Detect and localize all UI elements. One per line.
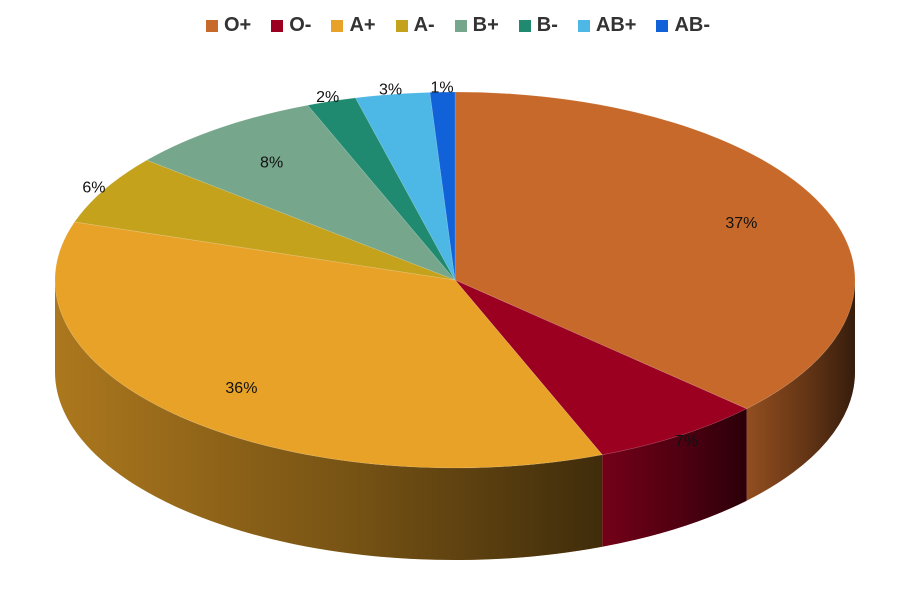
legend-item-bpos: B+ xyxy=(454,14,499,37)
legend-label: A- xyxy=(413,14,435,36)
pie-slice-A+ xyxy=(54,221,603,469)
legend-swatch xyxy=(656,19,669,32)
legend-swatch xyxy=(577,19,590,32)
pie-slice-AB+ xyxy=(354,91,456,281)
legend-label: O- xyxy=(289,14,312,36)
legend-item-aneg: A- xyxy=(395,14,435,37)
slice-label-B-: 2% xyxy=(316,89,339,106)
slice-label-O+: 37% xyxy=(725,215,757,232)
slice-label-B+: 8% xyxy=(260,154,283,171)
legend-label: AB- xyxy=(674,14,711,36)
legend-label: B- xyxy=(536,14,558,36)
chart-legend: O+ O- A+ A- B+ B- AB+ AB- xyxy=(0,14,916,37)
legend-swatch xyxy=(395,19,408,32)
slice-label-O-: 7% xyxy=(675,433,698,450)
legend-item-oneg: O- xyxy=(271,14,311,37)
legend-item-bneg: B- xyxy=(518,14,558,37)
legend-swatch xyxy=(454,19,467,32)
legend-label: O+ xyxy=(223,14,252,36)
pie-slice-A- xyxy=(73,159,456,281)
pie-slices xyxy=(54,91,856,469)
pie-labels: 37% 7% 36% 6% 8% 2% 3% 1% xyxy=(82,79,757,450)
pie-slice-B+ xyxy=(145,104,456,281)
pie-slice-AB- xyxy=(429,91,456,281)
legend-label: B+ xyxy=(472,14,499,36)
slice-label-AB-: 1% xyxy=(430,79,453,96)
legend-item-apos: A+ xyxy=(331,14,376,37)
pie-slice-B- xyxy=(307,97,456,281)
slice-side-shade-1 xyxy=(602,408,747,547)
pie-slice-O- xyxy=(454,279,748,456)
slice-side-shade-0 xyxy=(746,280,855,501)
slice-label-A-: 6% xyxy=(82,180,105,197)
legend-label: AB+ xyxy=(595,14,637,36)
legend-label: A+ xyxy=(349,14,376,36)
slice-label-A+: 36% xyxy=(225,380,257,397)
slice-side-shade-2 xyxy=(55,280,603,560)
pie-sides xyxy=(55,280,855,560)
legend-item-opos: O+ xyxy=(205,14,252,37)
slice-label-AB+: 3% xyxy=(379,82,402,99)
legend-swatch xyxy=(518,19,531,32)
legend-item-abneg: AB- xyxy=(656,14,710,37)
legend-swatch xyxy=(271,19,284,32)
legend-swatch xyxy=(205,19,218,32)
pie-slice-O+ xyxy=(454,91,856,410)
legend-swatch xyxy=(331,19,344,32)
legend-item-abpos: AB+ xyxy=(577,14,637,37)
